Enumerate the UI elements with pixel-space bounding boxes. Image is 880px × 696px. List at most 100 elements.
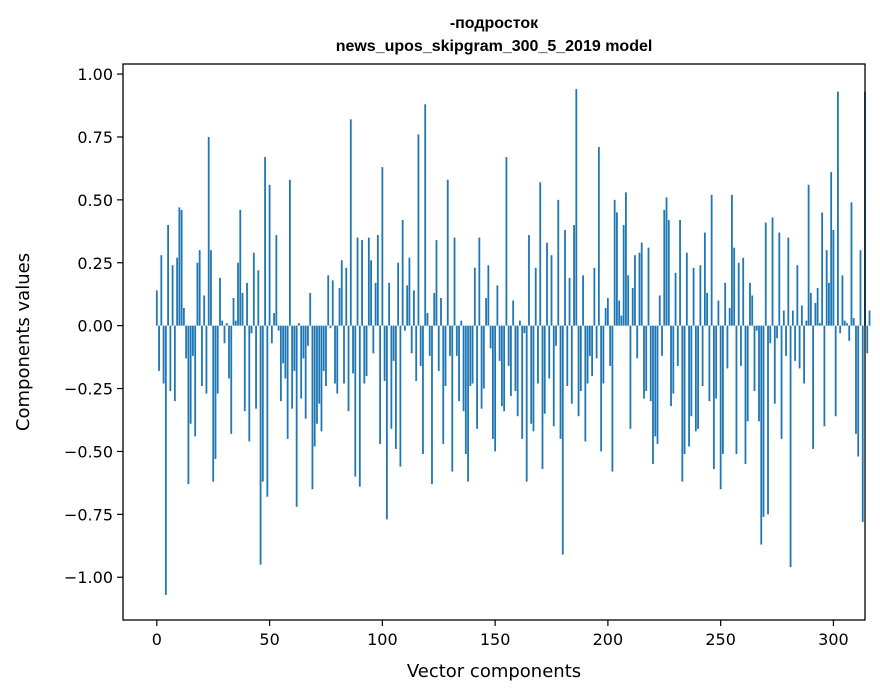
bar: [252, 252, 255, 326]
bar: [796, 265, 799, 326]
bar: [349, 119, 352, 326]
bar: [329, 325, 332, 329]
bar: [866, 325, 869, 354]
bar: [543, 325, 546, 414]
bar: [654, 325, 657, 437]
bar: [656, 325, 659, 444]
bar: [812, 325, 815, 449]
bar: [435, 240, 438, 326]
bar: [627, 275, 630, 326]
bar: [719, 325, 722, 490]
bar: [694, 325, 697, 432]
bar: [780, 325, 783, 439]
bar: [298, 323, 300, 326]
bar: [507, 325, 510, 366]
bar: [794, 325, 796, 361]
bar: [521, 325, 524, 439]
bar: [397, 262, 400, 326]
bar: [286, 325, 289, 439]
bar: [500, 325, 503, 407]
bar: [550, 255, 553, 326]
bar: [606, 297, 609, 326]
chart-title-line1: -подросток: [450, 15, 539, 32]
bar: [546, 242, 548, 326]
bar: [595, 325, 598, 359]
bar: [340, 260, 343, 326]
bar: [807, 184, 810, 326]
bar: [413, 290, 415, 326]
bar: [539, 182, 542, 326]
bar: [169, 325, 172, 392]
bar: [451, 325, 454, 472]
bar: [293, 325, 296, 371]
bar: [313, 325, 316, 447]
bar: [618, 300, 621, 326]
bar: [473, 267, 476, 326]
bar: [685, 252, 688, 326]
bar: [868, 310, 871, 326]
bar: [440, 297, 442, 326]
bar: [352, 325, 354, 374]
bar: [658, 295, 661, 326]
bar: [706, 292, 709, 326]
bar: [830, 172, 833, 326]
bar: [246, 282, 248, 326]
bar: [417, 134, 420, 326]
bar: [365, 325, 368, 376]
bar: [424, 104, 427, 326]
bar: [703, 232, 706, 326]
bar: [259, 325, 262, 565]
bar: [532, 325, 535, 432]
bar: [760, 325, 763, 545]
bar: [437, 325, 440, 371]
bar: [180, 209, 183, 326]
bar: [394, 325, 397, 449]
bar: [343, 325, 345, 384]
bar: [453, 237, 456, 326]
bar: [821, 212, 824, 326]
bar: [839, 325, 842, 334]
bar: [837, 91, 839, 326]
bar: [616, 212, 618, 326]
bar: [782, 310, 785, 326]
bar: [717, 300, 720, 326]
bar: [850, 202, 853, 326]
bar: [458, 325, 460, 402]
bar: [489, 325, 492, 349]
bar: [767, 325, 769, 515]
bar: [823, 325, 826, 427]
bar: [189, 325, 192, 424]
bar: [697, 325, 699, 429]
bar: [442, 325, 445, 444]
x-tick-label: 250: [705, 630, 736, 649]
bar: [164, 325, 167, 595]
x-axis-label: Vector components: [407, 661, 581, 682]
bar: [167, 225, 169, 326]
bar: [528, 235, 530, 326]
y-tick-label: 0.00: [77, 317, 113, 336]
bar: [192, 325, 194, 356]
bar: [356, 237, 359, 326]
bar: [392, 325, 395, 361]
x-tick-label: 200: [593, 630, 624, 649]
bar: [295, 325, 298, 507]
bar: [275, 235, 278, 326]
bar: [652, 325, 654, 465]
bar: [381, 167, 384, 326]
bar: [848, 325, 851, 341]
bar: [322, 325, 325, 371]
bar: [834, 325, 837, 417]
bar: [855, 325, 857, 434]
bar: [625, 192, 627, 326]
bar: [588, 325, 591, 356]
bar: [548, 325, 551, 379]
bar: [268, 184, 271, 326]
bar: [726, 325, 729, 369]
bar: [559, 325, 562, 439]
bar: [261, 325, 264, 482]
bar: [219, 277, 221, 326]
x-tick-label: 150: [480, 630, 511, 649]
bar: [566, 325, 569, 387]
bar: [620, 315, 623, 326]
